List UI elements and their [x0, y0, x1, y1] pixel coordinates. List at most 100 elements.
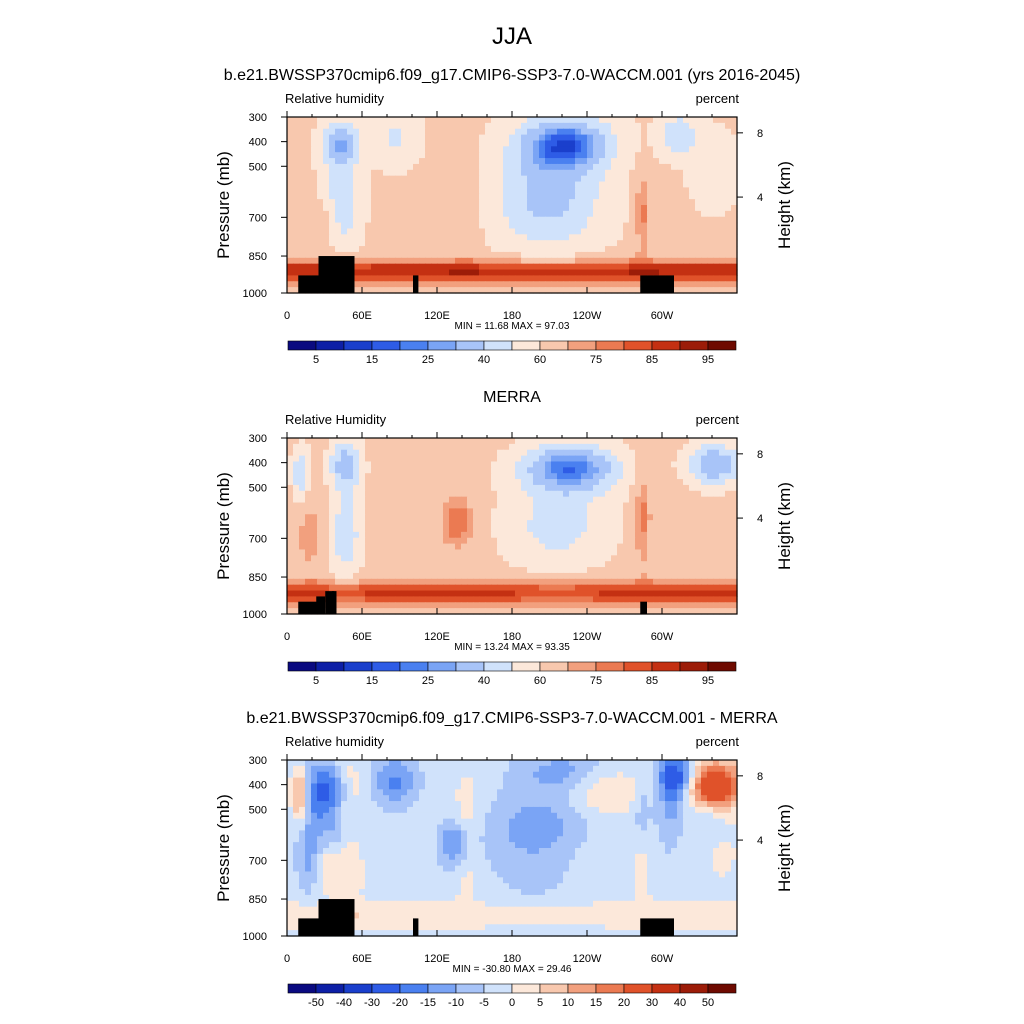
heatmap-cell [725, 508, 732, 515]
heatmap-cell [677, 205, 684, 212]
heatmap-cell [485, 561, 492, 568]
heatmap-cell [341, 596, 348, 603]
heatmap-cell [707, 246, 714, 253]
heatmap-cell [623, 438, 630, 445]
heatmap-cell [479, 275, 486, 282]
heatmap-cell [527, 602, 534, 609]
heatmap-cell [557, 240, 564, 247]
heatmap-cell [683, 438, 690, 445]
heatmap-cell [359, 181, 366, 188]
heatmap-cell [671, 572, 678, 580]
heatmap-cell [509, 222, 516, 230]
heatmap-cell [293, 537, 300, 545]
heatmap-cell [587, 496, 594, 504]
heatmap-cell [701, 584, 708, 592]
heatmap-cell [563, 438, 570, 445]
heatmap-cell [485, 275, 492, 282]
heatmap-cell [395, 572, 402, 580]
heatmap-cell [617, 496, 624, 504]
heatmap-cell [617, 461, 624, 468]
heatmap-cell [521, 158, 528, 165]
heatmap-cell [671, 169, 678, 177]
heatmap-cell [353, 158, 360, 165]
heatmap-cell [479, 771, 486, 779]
heatmap-cell [395, 490, 402, 498]
heatmap-cell [557, 526, 564, 533]
heatmap-cell [329, 122, 336, 130]
heatmap-cell [455, 234, 462, 241]
heatmap-cell [455, 496, 462, 504]
heatmap-cell [563, 210, 570, 218]
heatmap-cell [371, 240, 378, 247]
heatmap-cell [545, 257, 552, 265]
heatmap-cell [455, 520, 462, 527]
heatmap-cell [653, 246, 660, 253]
heatmap-cell [695, 269, 702, 276]
heatmap-cell [491, 246, 498, 253]
heatmap-cell [659, 210, 666, 218]
heatmap-cell [383, 140, 390, 147]
heatmap-cell [455, 590, 462, 597]
heatmap-cell [725, 455, 732, 463]
heatmap-cell [611, 455, 618, 463]
heatmap-cell [329, 163, 336, 171]
heatmap-cell [311, 572, 318, 580]
panels: b.e21.BWSSP370cmip6.f09_g17.CMIP6-SSP3-7… [214, 67, 800, 1009]
heatmap-cell [623, 596, 630, 603]
heatmap-cell [365, 531, 372, 539]
heatmap-cell [527, 257, 534, 265]
heatmap-cell [623, 240, 630, 247]
heatmap-cell [353, 152, 360, 159]
heatmap-cell [449, 771, 456, 779]
heatmap-cell [563, 216, 570, 224]
heatmap-cell [665, 473, 672, 480]
heatmap-cell [419, 175, 426, 183]
heatmap-cell [617, 257, 624, 265]
heatmap-cell [659, 537, 666, 545]
heatmap-cell [407, 128, 414, 136]
heatmap-cell [413, 537, 420, 545]
heatmap-cell [677, 496, 684, 504]
heatmap-cell [323, 175, 330, 183]
heatmap-cell [293, 199, 300, 206]
heatmap-cell [551, 122, 558, 130]
heatmap-cell [683, 210, 690, 218]
heatmap-cell [635, 590, 642, 597]
heatmap-cell [617, 549, 624, 556]
heatmap-cell [539, 514, 546, 521]
heatmap-cell [653, 461, 660, 468]
heatmap-cell [383, 134, 390, 142]
heatmap-cell [425, 251, 432, 259]
heatmap-cell [695, 128, 702, 136]
heatmap-cell [365, 549, 372, 556]
heatmap-cell [395, 140, 402, 147]
heatmap-cell [437, 584, 444, 592]
heatmap-cell [323, 777, 330, 785]
heatmap-cell [629, 543, 636, 551]
heatmap-cell [497, 520, 504, 527]
heatmap-cell [449, 216, 456, 224]
heatmap-cell [521, 128, 528, 136]
heatmap-cell [635, 596, 642, 603]
heatmap-cell [359, 520, 366, 527]
heatmap-cell [641, 246, 648, 253]
heatmap-cell [317, 467, 324, 474]
heatmap-cell [425, 117, 432, 124]
heatmap-cell [677, 596, 684, 603]
heatmap-cell [443, 210, 450, 218]
heatmap-cell [365, 567, 372, 574]
heatmap-cell [401, 526, 408, 533]
heatmap-cell [641, 561, 648, 568]
heatmap-cell [365, 146, 372, 153]
heatmap-cell [431, 473, 438, 480]
heatmap-cell [425, 181, 432, 188]
heatmap-cell [695, 526, 702, 533]
heatmap-cell [689, 473, 696, 480]
heatmap-cell [671, 549, 678, 556]
heatmap-cell [479, 520, 486, 527]
heatmap-cell [575, 561, 582, 568]
heatmap-cell [623, 520, 630, 527]
heatmap-cell [341, 484, 348, 492]
heatmap-cell [551, 269, 558, 276]
heatmap-cell [425, 128, 432, 136]
